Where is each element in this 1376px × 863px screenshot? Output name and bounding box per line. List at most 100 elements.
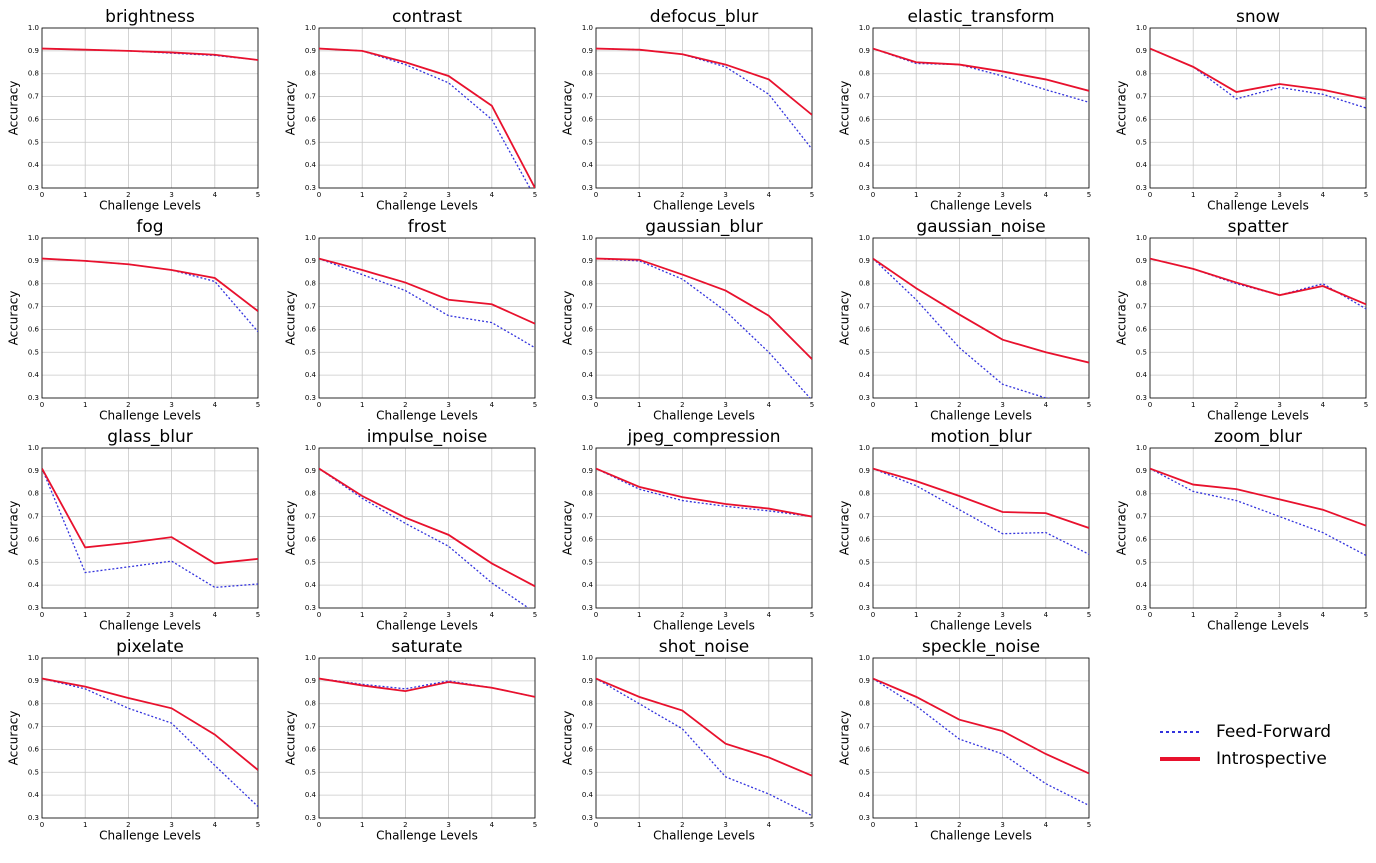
x-tick-label: 0 [40, 401, 44, 409]
y-tick-label: 0.7 [28, 303, 39, 311]
x-tick-label: 2 [403, 401, 407, 409]
subplot-title: gaussian_blur [645, 217, 762, 237]
y-tick-label: 0.9 [1136, 467, 1147, 475]
x-axis-label: Challenge Levels [930, 829, 1032, 843]
y-tick-label: 0.3 [305, 604, 316, 612]
series-line [596, 677, 812, 777]
x-tick-label: 3 [1277, 401, 1281, 409]
x-tick-label: 1 [83, 821, 87, 829]
x-tick-label: 2 [1234, 191, 1238, 199]
y-tick-label: 0.9 [305, 467, 316, 475]
x-tick-label: 4 [490, 821, 495, 829]
plot-frame [41, 447, 259, 609]
y-tick-label: 0.3 [28, 184, 39, 192]
series-line [873, 678, 1089, 807]
x-tick-label: 3 [1277, 611, 1281, 619]
series-line [596, 47, 812, 116]
x-tick-label: 0 [317, 821, 321, 829]
y-axis-label: Accuracy [838, 711, 852, 766]
y-tick-label: 0.7 [859, 93, 870, 101]
x-axis-label: Challenge Levels [376, 199, 478, 213]
x-tick-label: 5 [1364, 191, 1368, 199]
y-tick-label: 0.6 [582, 115, 594, 123]
plot-frame [595, 447, 813, 609]
series-line [1150, 257, 1366, 306]
y-tick-label: 0.3 [582, 184, 593, 192]
series-line [873, 258, 1052, 398]
subplot: 0.3 0.4 0.5 0.6 0.7 0.8 0.9 1.0 0 1 2 3 4 5 elastic_tr… [838, 7, 1092, 213]
y-tick-label: 0.6 [305, 325, 317, 333]
x-tick-label: 3 [1000, 611, 1004, 619]
y-tick-label: 0.5 [859, 558, 870, 566]
x-axis-label: Challenge Levels [99, 409, 201, 423]
y-tick-label: 1.0 [305, 24, 316, 32]
x-tick-label: 3 [723, 821, 727, 829]
x-tick-label: 5 [256, 191, 260, 199]
x-tick-label: 1 [914, 401, 918, 409]
y-tick-label: 0.5 [305, 348, 316, 356]
subplot-title: brightness [105, 7, 195, 27]
x-tick-label: 0 [40, 191, 44, 199]
x-tick-label: 5 [533, 191, 537, 199]
y-axis-label: Accuracy [561, 501, 575, 556]
x-tick-label: 2 [680, 401, 684, 409]
x-tick-label: 2 [403, 611, 407, 619]
x-tick-label: 4 [490, 611, 495, 619]
x-tick-label: 0 [594, 821, 598, 829]
y-tick-label: 0.7 [859, 303, 870, 311]
x-tick-label: 2 [126, 611, 130, 619]
y-tick-label: 0.7 [305, 513, 316, 521]
plot-frame [41, 657, 259, 819]
y-tick-label: 0.9 [859, 677, 870, 685]
y-tick-label: 0.7 [859, 513, 870, 521]
x-axis-label: Challenge Levels [930, 409, 1032, 423]
x-axis-label: Challenge Levels [99, 199, 201, 213]
series-line [42, 257, 258, 312]
y-tick-label: 0.9 [28, 467, 39, 475]
y-tick-label: 0.7 [582, 303, 593, 311]
y-tick-label: 0.4 [28, 371, 40, 379]
series-line [319, 468, 530, 608]
y-tick-label: 0.3 [305, 184, 316, 192]
x-tick-label: 5 [810, 401, 814, 409]
x-axis-label: Challenge Levels [653, 409, 755, 423]
y-axis-label: Accuracy [284, 291, 298, 346]
subplot-title: spatter [1228, 217, 1289, 237]
subplot-title: impulse_noise [367, 427, 488, 447]
series-line [596, 467, 812, 518]
plot-frame [318, 237, 536, 399]
x-tick-label: 3 [723, 191, 727, 199]
y-tick-label: 0.7 [582, 513, 593, 521]
y-tick-label: 0.8 [1136, 490, 1147, 498]
x-tick-label: 4 [767, 611, 772, 619]
x-tick-label: 0 [317, 191, 321, 199]
x-tick-label: 0 [871, 821, 875, 829]
x-tick-label: 3 [169, 611, 173, 619]
y-tick-label: 1.0 [582, 24, 593, 32]
x-tick-label: 0 [871, 401, 875, 409]
y-axis-label: Accuracy [561, 81, 575, 136]
y-tick-label: 1.0 [859, 654, 870, 662]
y-tick-label: 0.7 [582, 723, 593, 731]
x-tick-label: 0 [317, 611, 321, 619]
y-tick-label: 0.7 [305, 93, 316, 101]
y-tick-label: 0.7 [28, 93, 39, 101]
y-tick-label: 0.4 [1136, 371, 1148, 379]
x-tick-label: 3 [1000, 821, 1004, 829]
x-tick-label: 4 [490, 401, 495, 409]
y-tick-label: 0.4 [859, 581, 871, 589]
y-tick-label: 0.4 [859, 791, 871, 799]
x-tick-label: 0 [871, 611, 875, 619]
y-tick-label: 1.0 [28, 234, 39, 242]
series-line [42, 677, 258, 808]
y-tick-label: 0.3 [1136, 184, 1147, 192]
y-tick-label: 0.8 [1136, 70, 1147, 78]
plot-frame [1149, 237, 1367, 399]
y-tick-label: 0.9 [582, 467, 593, 475]
y-tick-label: 0.3 [859, 814, 870, 822]
y-axis-label: Accuracy [561, 711, 575, 766]
subplot: 0.3 0.4 0.5 0.6 0.7 0.8 0.9 1.0 0 1 2 3 4 5 gaussian_n… [838, 217, 1092, 423]
y-tick-label: 0.4 [582, 581, 594, 589]
y-tick-label: 0.8 [28, 70, 39, 78]
x-tick-label: 1 [637, 611, 641, 619]
